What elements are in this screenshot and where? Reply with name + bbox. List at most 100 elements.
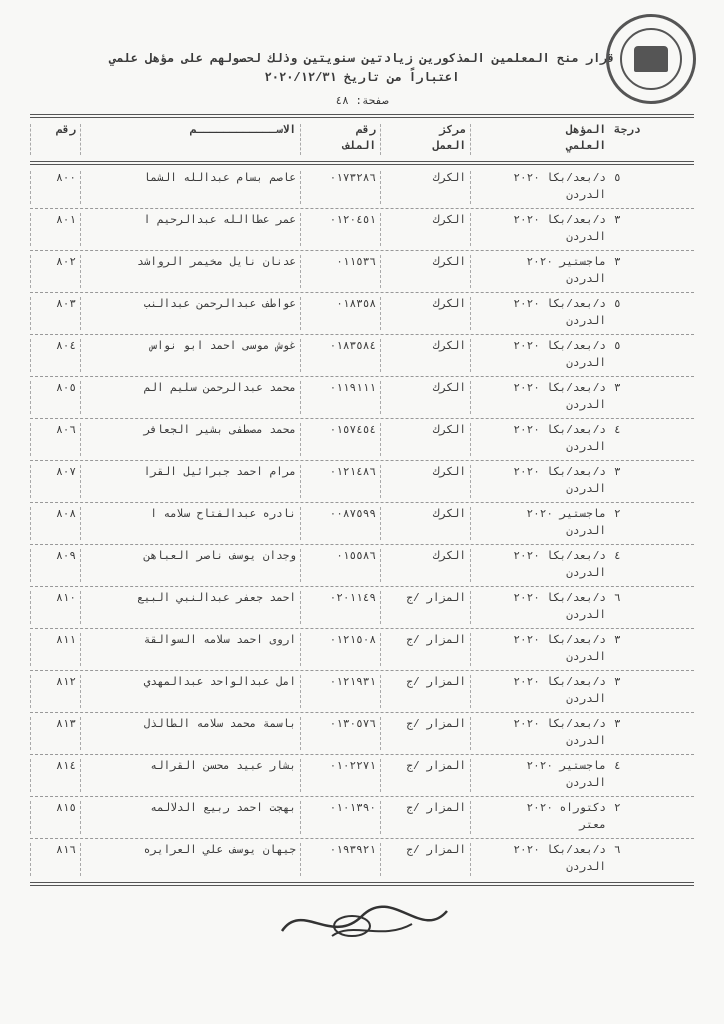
cell-grade: ٤ [610,759,670,792]
cell-grade: ٣ [610,465,670,498]
cell-num: ٨٠٦ [30,423,80,456]
table-row: ٨١٥بهجت احمد ربيع الدلالمه٠١٠١٣٩٠المزار … [30,797,694,839]
cell-qual: د/بعد/بكا ٢٠٢٠الدردن [470,339,610,372]
cell-name: بهجت احمد ربيع الدلالمه [80,801,300,834]
cell-qual: د/بعد/بكا ٢٠٢٠الدردن [470,381,610,414]
table-row: ٨١٦جيهان يوسف علي العرايره٠١٩٣٩٢١المزار … [30,839,694,880]
cell-file: ٠٠٨٧٥٩٩ [300,507,380,540]
cell-num: ٨١٢ [30,675,80,708]
cell-qual: د/بعد/بكا ٢٠٢٠الدردن [470,423,610,456]
cell-name: غوش موسى احمد ابو نواس [80,339,300,372]
cell-grade: ٣ [610,255,670,288]
table-row: ٨٠٤غوش موسى احمد ابو نواس٠١٨٣٥٨٤الكركد/ب… [30,335,694,377]
cell-qual: د/بعد/بكا ٢٠٢٠الدردن [470,633,610,666]
table-row: ٨٠٨نادره عبدالفتاح سلامه ا٠٠٨٧٥٩٩الكركما… [30,503,694,545]
cell-grade: ٢ [610,507,670,540]
cell-grade: ٣ [610,381,670,414]
cell-qual: دكتوراه ٢٠٢٠معتر [470,801,610,834]
cell-name: عواطف عبدالرحمن عبدالنب [80,297,300,330]
cell-num: ٨٠٤ [30,339,80,372]
cell-grade: ٤ [610,549,670,582]
col-name: الاســــــــــــم [80,124,300,155]
cell-center: الكرك [380,381,470,414]
cell-center: المزار /ج [380,843,470,876]
cell-num: ٨٠٢ [30,255,80,288]
cell-center: المزار /ج [380,633,470,666]
cell-grade: ٢ [610,801,670,834]
signature [30,896,694,950]
cell-file: ٠١٢١٥٠٨ [300,633,380,666]
table-row: ٨٠٠عاصم بسام عبدالله الشما٠١٧٣٢٨٦الكركد/… [30,167,694,209]
cell-file: ٠١٠٢٢٧١ [300,759,380,792]
cell-center: المزار /ج [380,801,470,834]
cell-center: المزار /ج [380,591,470,624]
cell-num: ٨١٣ [30,717,80,750]
cell-center: الكرك [380,339,470,372]
cell-grade: ٥ [610,171,670,204]
cell-grade: ٣ [610,675,670,708]
cell-num: ٨١٠ [30,591,80,624]
cell-file: ٠١٠١٣٩٠ [300,801,380,834]
cell-name: نادره عبدالفتاح سلامه ا [80,507,300,540]
table-row: ٨٠٦محمد مصطفى بشير الجعافر٠١٥٧٤٥٤الكركد/… [30,419,694,461]
cell-num: ٨٠٩ [30,549,80,582]
rule-double [30,161,694,165]
cell-file: ٠١٢٠٤٥١ [300,213,380,246]
cell-num: ٨٠٥ [30,381,80,414]
table-row: ٨٠٣عواطف عبدالرحمن عبدالنب٠١٨٣٥٨الكركد/ب… [30,293,694,335]
cell-qual: د/بعد/بكا ٢٠٢٠الدردن [470,213,610,246]
cell-name: امل عبدالواحد عبدالمهدي [80,675,300,708]
cell-num: ٨٠٨ [30,507,80,540]
cell-num: ٨١٤ [30,759,80,792]
cell-center: المزار /ج [380,675,470,708]
cell-num: ٨٠٣ [30,297,80,330]
col-center: مركز العمل [380,124,470,155]
table-row: ٨١٣باسمة محمد سلامه الطالذل٠١٣٠٥٧٦المزار… [30,713,694,755]
cell-center: الكرك [380,213,470,246]
cell-file: ٠١٢١٩٣١ [300,675,380,708]
cell-qual: ماجستير ٢٠٢٠الدردن [470,255,610,288]
header-line-2: اعتباراً من تاريخ ٢٠٢٠/١٢/٣١ [30,69,694,88]
cell-file: ٠١٥٥٨٦ [300,549,380,582]
table-row: ٨٠٥محمد عبدالرحمن سليم الم٠١١٩١١١الكركد/… [30,377,694,419]
cell-center: الكرك [380,465,470,498]
table-row: ٨٠٧مرام احمد جبرائيل القرا٠١٢١٤٨٦الكركد/… [30,461,694,503]
cell-name: اروى احمد سلامه السوالقة [80,633,300,666]
cell-center: الكرك [380,507,470,540]
cell-grade: ٣ [610,717,670,750]
rule-double [30,882,694,886]
cell-name: عمر عطاالله عبدالرحيم ا [80,213,300,246]
cell-file: ٠٢٠١١٤٩ [300,591,380,624]
cell-qual: د/بعد/بكا ٢٠٢٠الدردن [470,465,610,498]
cell-name: محمد مصطفى بشير الجعافر [80,423,300,456]
cell-name: باسمة محمد سلامه الطالذل [80,717,300,750]
cell-center: المزار /ج [380,759,470,792]
cell-file: ٠١١٥٣٦ [300,255,380,288]
document-header: قرار منح المعلمين المذكورين زيادتين سنوي… [30,50,694,88]
cell-qual: د/بعد/بكا ٢٠٢٠الدردن [470,171,610,204]
table-row: ٨٠١عمر عطاالله عبدالرحيم ا٠١٢٠٤٥١الكركد/… [30,209,694,251]
cell-qual: د/بعد/بكا ٢٠٢٠الدردن [470,297,610,330]
column-headers: رقم الاســــــــــــم رقم الملف مركز الع… [30,120,694,159]
cell-grade: ٦ [610,843,670,876]
cell-center: الكرك [380,423,470,456]
cell-num: ٨١٦ [30,843,80,876]
table-row: ٨٠٩وجدان يوسف ناصر العباهن٠١٥٥٨٦الكركد/ب… [30,545,694,587]
cell-grade: ٣ [610,633,670,666]
cell-grade: ٤ [610,423,670,456]
cell-center: المزار /ج [380,717,470,750]
cell-qual: د/بعد/بكا ٢٠٢٠الدردن [470,843,610,876]
page-number: صفحة: ٤٨ [30,94,694,108]
cell-file: ٠١٨٣٥٨٤ [300,339,380,372]
table-row: ٨٠٢عدنان نايل مخيمر الرواشد٠١١٥٣٦الكركما… [30,251,694,293]
cell-name: عدنان نايل مخيمر الرواشد [80,255,300,288]
cell-num: ٨١٥ [30,801,80,834]
col-qual: المؤهل العلمي [470,124,610,155]
cell-num: ٨٠٧ [30,465,80,498]
cell-center: الكرك [380,255,470,288]
cell-file: ٠١٨٣٥٨ [300,297,380,330]
cell-center: الكرك [380,171,470,204]
cell-name: احمد جعفر عبدالنبي البيع [80,591,300,624]
col-grade: درجة [610,124,670,155]
cell-name: جيهان يوسف علي العرايره [80,843,300,876]
